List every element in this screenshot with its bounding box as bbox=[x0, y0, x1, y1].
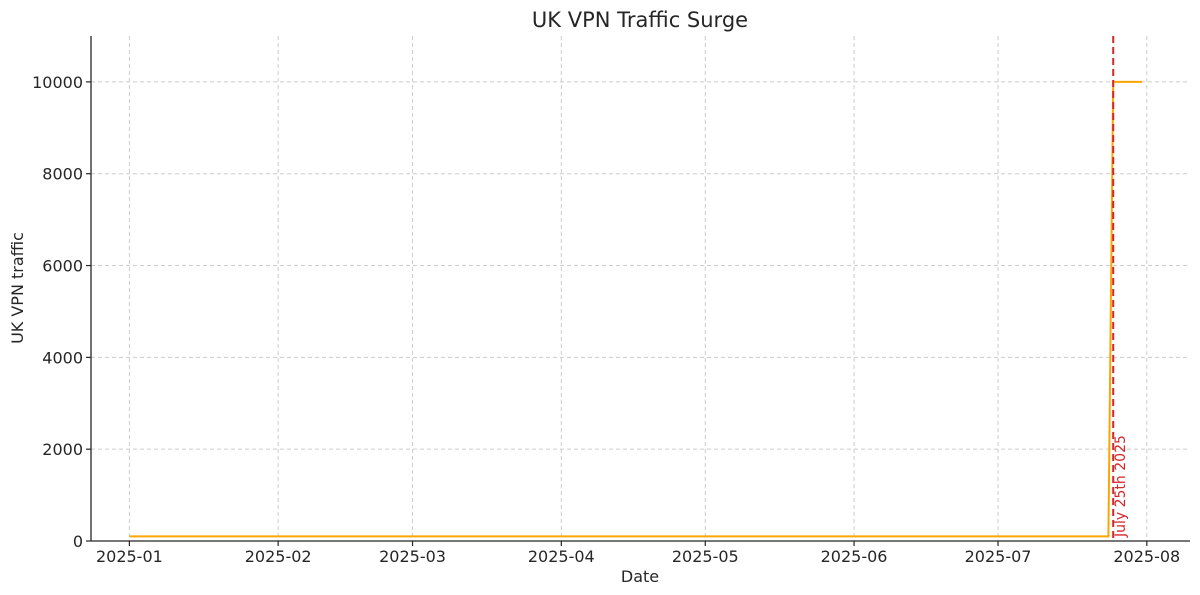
x-tick-label: 2025-03 bbox=[379, 547, 446, 566]
x-axis-label: Date bbox=[621, 567, 659, 586]
y-axis-label: UK VPN traffic bbox=[8, 232, 27, 344]
x-tick-label: 2025-04 bbox=[528, 547, 595, 566]
x-tick-label: 2025-01 bbox=[96, 547, 163, 566]
x-tick-label: 2025-06 bbox=[821, 547, 888, 566]
y-tick-label: 2000 bbox=[42, 440, 83, 459]
event-marker-label: July 25th 2025 bbox=[1113, 435, 1129, 538]
y-tick-label: 10000 bbox=[32, 73, 83, 92]
traffic-series-line bbox=[129, 80, 1142, 538]
y-tick-label: 0 bbox=[73, 532, 83, 551]
x-tick-label: 2025-08 bbox=[1113, 547, 1180, 566]
x-tick-label: 2025-02 bbox=[245, 547, 312, 566]
y-tick-label: 6000 bbox=[42, 257, 83, 276]
y-tick-label: 4000 bbox=[42, 348, 83, 367]
tick-layer: 2025-01 2025-02 2025-03 2025-04 2025-05 2025-… bbox=[32, 73, 1180, 566]
series-layer bbox=[129, 80, 1142, 538]
x-tick-label: 2025-07 bbox=[965, 547, 1032, 566]
x-tick-label: 2025-05 bbox=[672, 547, 739, 566]
annotation-layer: July 25th 2025 bbox=[1112, 36, 1129, 541]
grid-layer bbox=[91, 36, 1190, 542]
chart-title: UK VPN Traffic Surge bbox=[532, 8, 748, 32]
y-tick-label: 8000 bbox=[42, 165, 83, 184]
